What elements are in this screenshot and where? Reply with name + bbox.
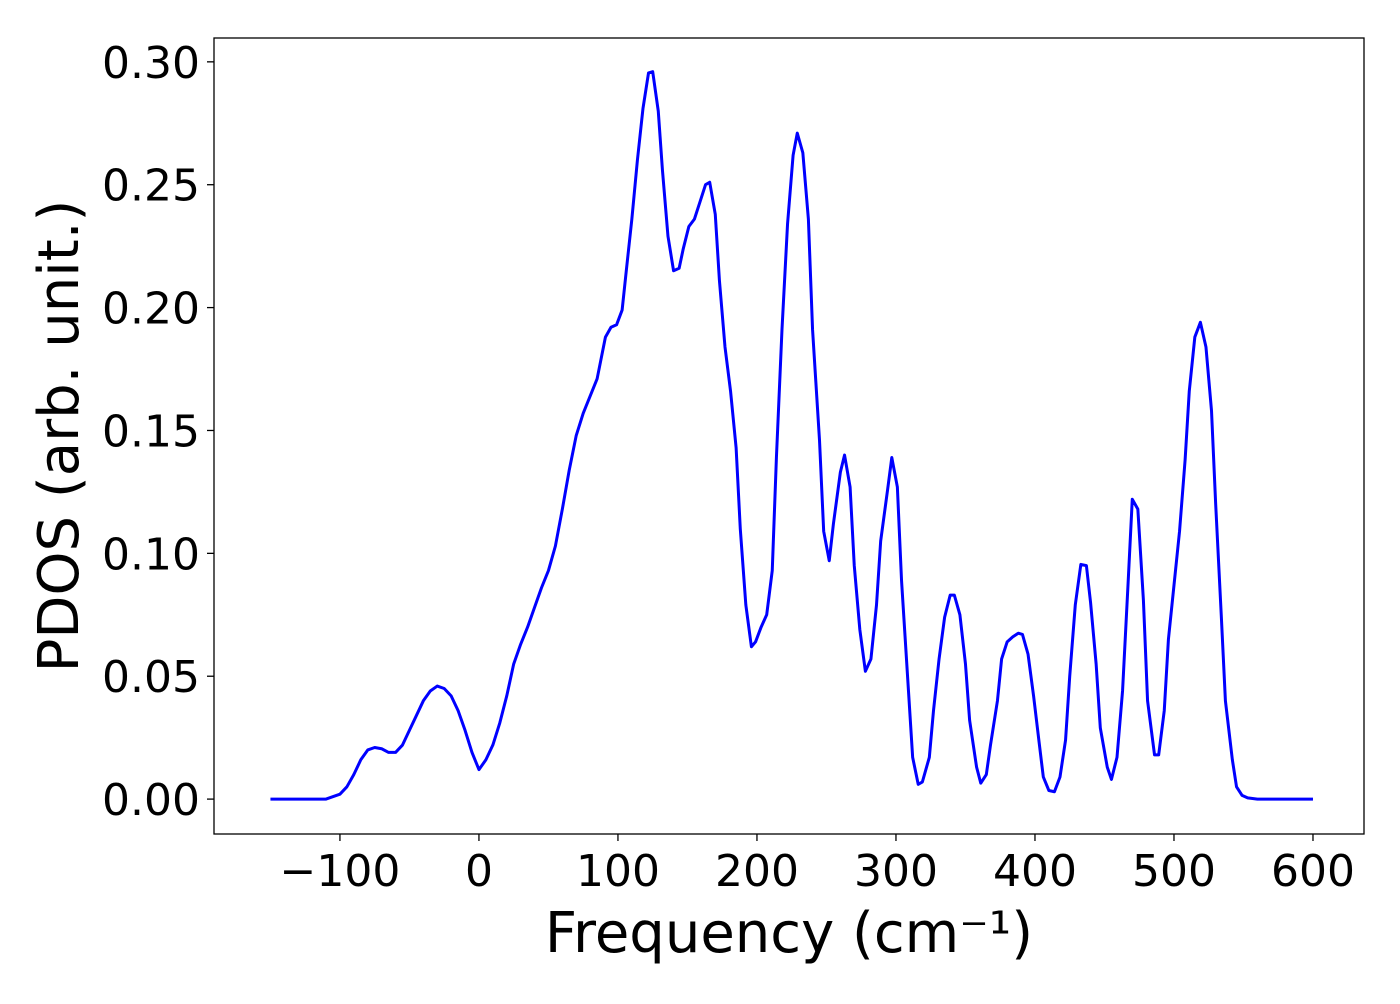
- data-line: [270, 70, 1313, 801]
- y-tick-label: 0.05: [102, 652, 200, 703]
- x-tick-label: −100: [280, 846, 401, 897]
- x-axis-label: Frequency (cm⁻¹): [545, 901, 1033, 966]
- x-tick-label: 200: [715, 846, 799, 897]
- y-tick-label: 0.30: [102, 38, 200, 89]
- x-tick-label: 600: [1271, 846, 1355, 897]
- y-axis-label: PDOS (arb. unit.): [27, 200, 92, 673]
- x-tick-label: 0: [465, 846, 493, 897]
- x-tick-label: 500: [1132, 846, 1216, 897]
- x-tick-label: 300: [854, 846, 938, 897]
- x-tick-label: 100: [576, 846, 660, 897]
- x-tick-label: 400: [993, 846, 1077, 897]
- y-tick-label: 0.00: [102, 775, 200, 826]
- y-tick-label: 0.25: [102, 161, 200, 212]
- y-tick-label: 0.10: [102, 529, 200, 580]
- plot-frame: [213, 37, 1365, 835]
- y-tick-label: 0.20: [102, 284, 200, 335]
- y-tick-label: 0.15: [102, 406, 200, 457]
